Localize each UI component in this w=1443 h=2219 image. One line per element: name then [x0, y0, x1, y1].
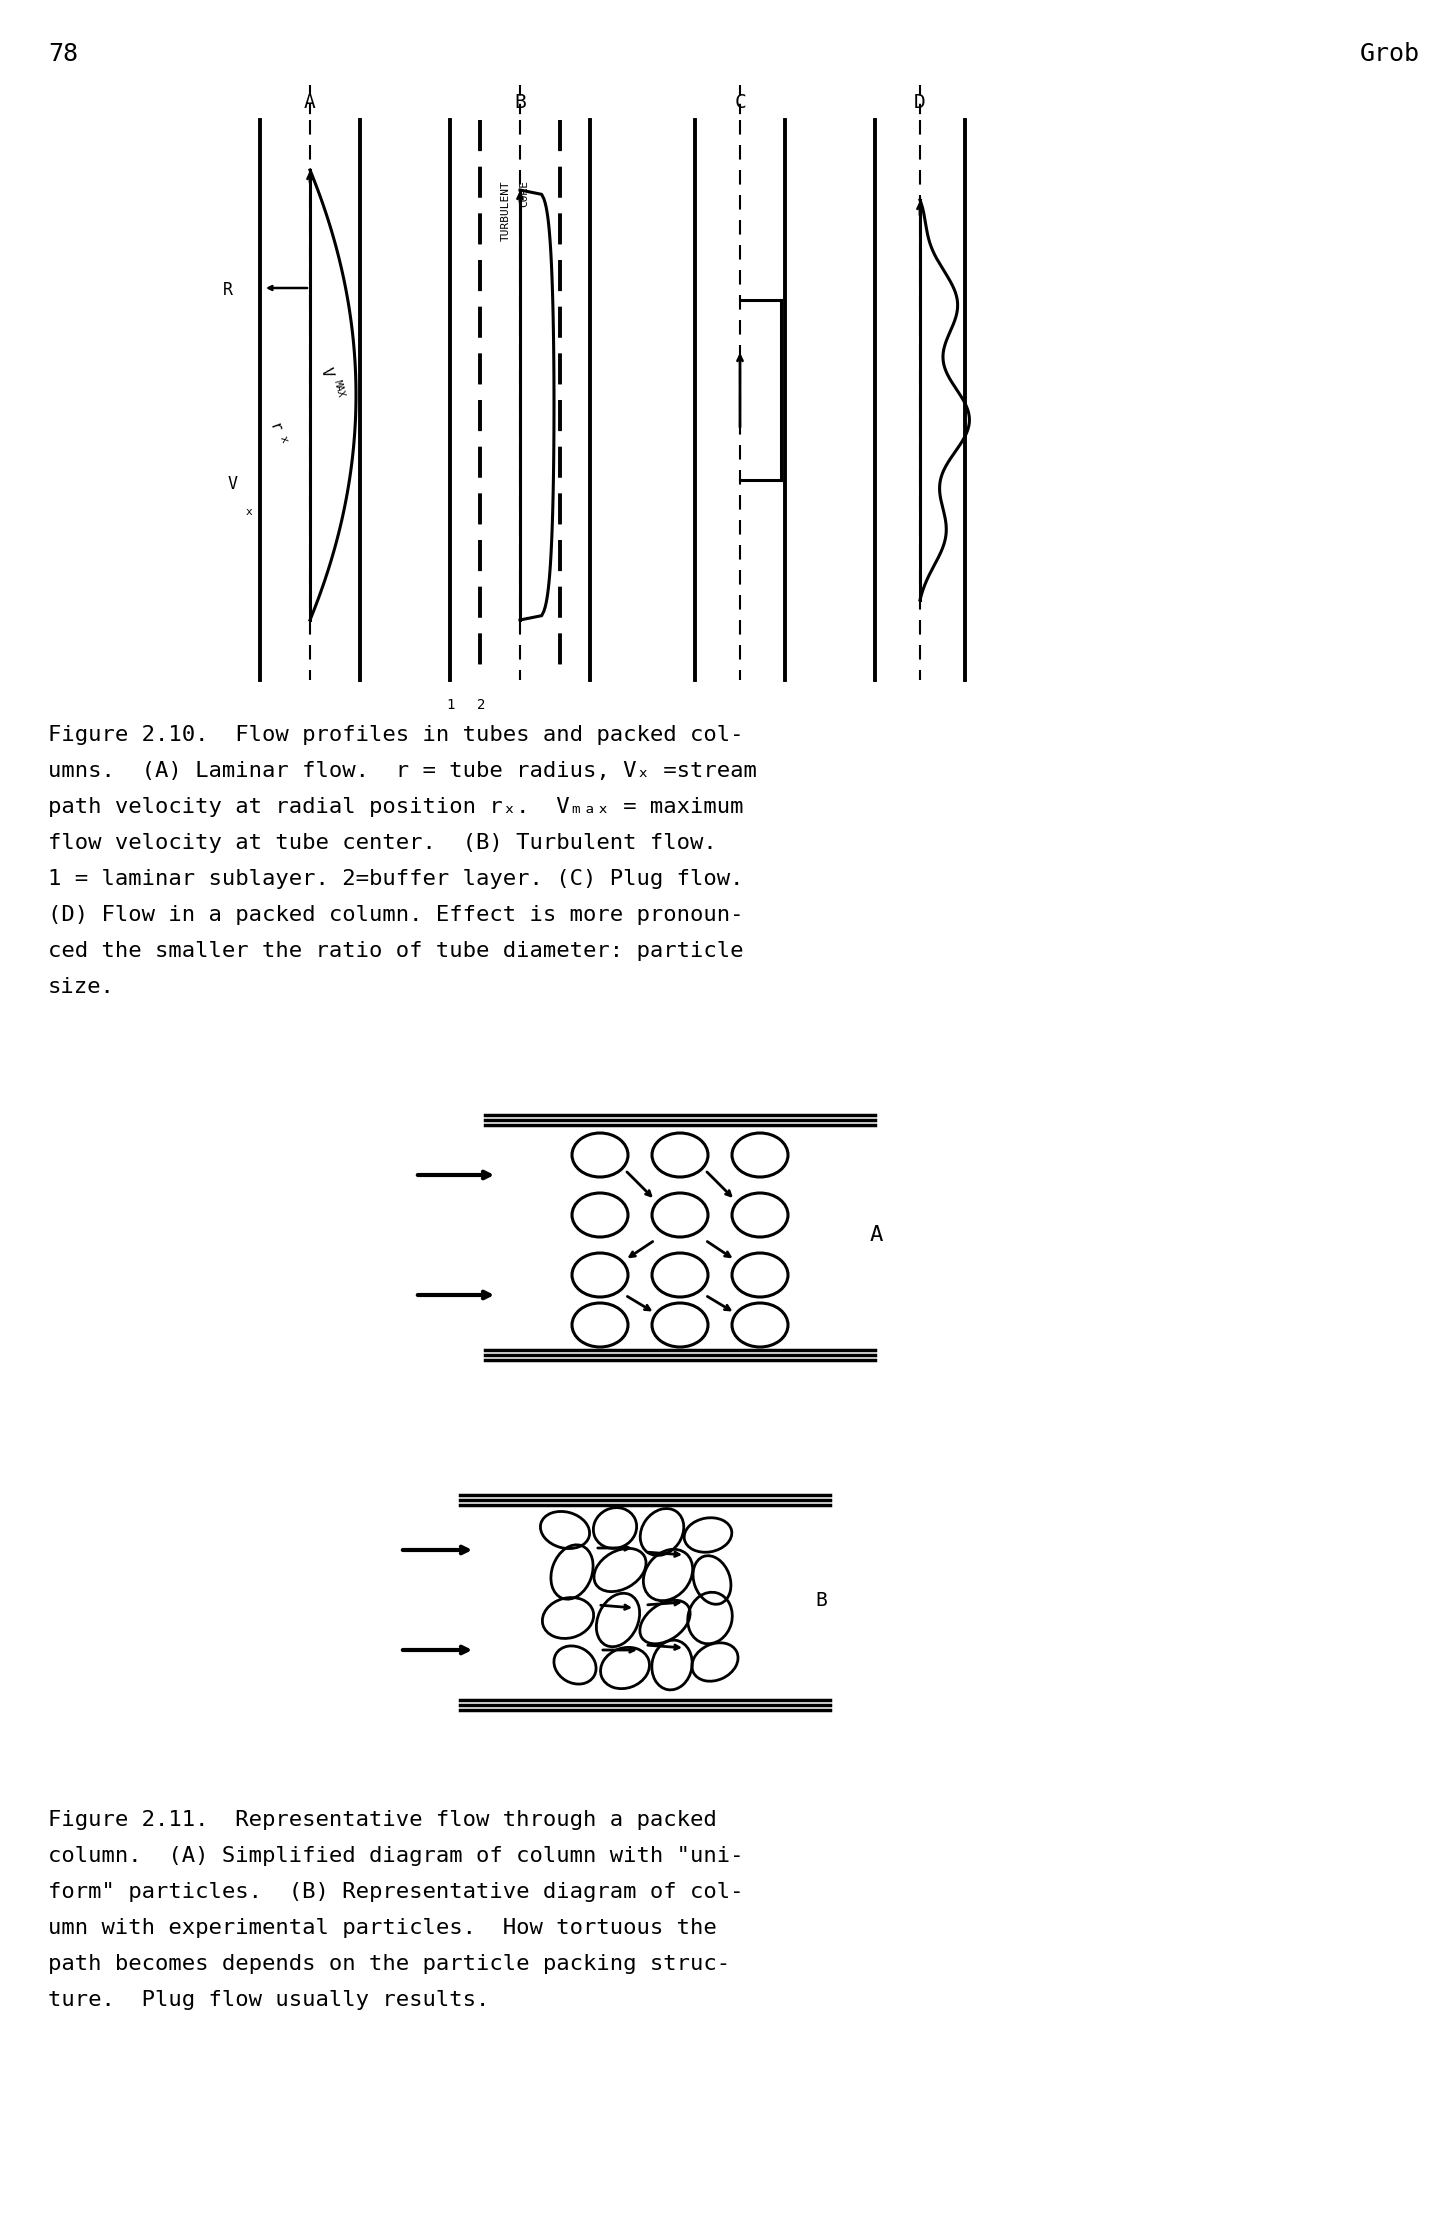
Text: Figure 2.10.  Flow profiles in tubes and packed col-: Figure 2.10. Flow profiles in tubes and … [48, 726, 743, 746]
Text: column.  (A) Simplified diagram of column with "uni-: column. (A) Simplified diagram of column… [48, 1846, 743, 1866]
Text: TURBULENT: TURBULENT [501, 180, 511, 240]
Text: 2: 2 [476, 699, 485, 712]
Text: flow velocity at tube center.  (B) Turbulent flow.: flow velocity at tube center. (B) Turbul… [48, 832, 717, 852]
Text: A: A [304, 93, 316, 111]
Text: x: x [245, 506, 253, 517]
Text: r: r [266, 422, 283, 435]
Text: form" particles.  (B) Representative diagram of col-: form" particles. (B) Representative diag… [48, 1882, 743, 1902]
Text: D: D [913, 93, 926, 111]
Text: ture.  Plug flow usually results.: ture. Plug flow usually results. [48, 1990, 489, 2010]
Text: 78: 78 [48, 42, 78, 67]
Text: 1 = laminar sublayer. 2=buffer layer. (C) Plug flow.: 1 = laminar sublayer. 2=buffer layer. (C… [48, 870, 743, 890]
Text: MAX: MAX [332, 379, 346, 399]
Text: Grob: Grob [1359, 42, 1420, 67]
Text: umns.  (A) Laminar flow.  r = tube radius, Vₓ =stream: umns. (A) Laminar flow. r = tube radius,… [48, 761, 758, 781]
Text: A: A [870, 1225, 883, 1245]
Text: path velocity at radial position rₓ.  Vₘₐₓ = maximum: path velocity at radial position rₓ. Vₘₐ… [48, 797, 743, 817]
Text: V: V [228, 475, 238, 493]
Text: (D) Flow in a packed column. Effect is more pronoun-: (D) Flow in a packed column. Effect is m… [48, 905, 743, 925]
Text: B: B [815, 1591, 827, 1609]
Text: CORE: CORE [519, 180, 530, 206]
Text: B: B [514, 93, 525, 111]
Text: C: C [734, 93, 746, 111]
Text: ced the smaller the ratio of tube diameter: particle: ced the smaller the ratio of tube diamet… [48, 941, 743, 961]
Text: Figure 2.11.  Representative flow through a packed: Figure 2.11. Representative flow through… [48, 1811, 717, 1831]
Text: x: x [278, 435, 290, 444]
Text: 1: 1 [447, 699, 455, 712]
Text: R: R [224, 282, 232, 300]
Text: path becomes depends on the particle packing struc-: path becomes depends on the particle pac… [48, 1955, 730, 1975]
Text: size.: size. [48, 976, 115, 996]
Text: V: V [317, 366, 335, 379]
Text: umn with experimental particles.  How tortuous the: umn with experimental particles. How tor… [48, 1917, 717, 1937]
